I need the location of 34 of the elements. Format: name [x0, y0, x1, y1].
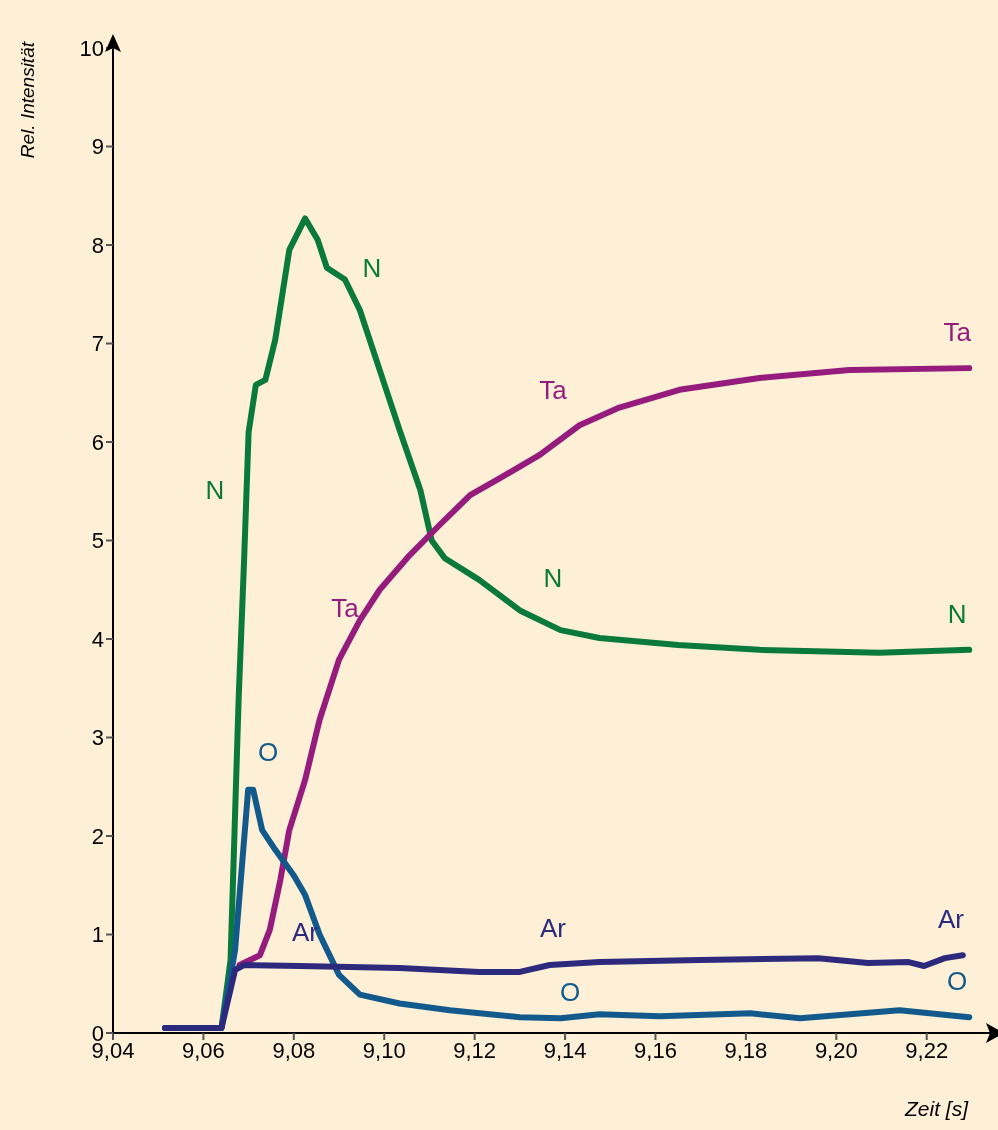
x-tick-label: 9,06: [182, 1037, 225, 1063]
series-label: N: [947, 598, 967, 629]
annotation: N: [205, 475, 225, 505]
y-tick-label: 6: [91, 429, 104, 455]
annotation: Ta: [331, 593, 360, 623]
series-label: O: [947, 966, 968, 997]
y-tick-label: 4: [91, 626, 104, 652]
x-tick-label: 9,20: [814, 1037, 858, 1063]
y-tick-label: 1: [91, 922, 104, 948]
annotation: Ar: [292, 917, 319, 947]
x-tick-label: 9,08: [272, 1037, 316, 1063]
annotation: Ta: [539, 375, 568, 405]
y-tick-label: 9: [91, 134, 104, 160]
x-tick-label: 9,12: [453, 1037, 497, 1063]
y-tick-label: 2: [91, 823, 104, 849]
y-tick-label: 3: [91, 725, 104, 751]
x-axis-title: Zeit [s]: [903, 1097, 970, 1120]
series-label: Ta: [943, 317, 972, 348]
x-tick-label: 9,10: [362, 1037, 406, 1063]
annotation: N: [543, 563, 563, 593]
y-tick-label: 10: [79, 35, 104, 61]
y-axis-title: Rel. Intensität: [17, 41, 38, 159]
x-tick-label: 9,18: [724, 1037, 768, 1063]
x-tick-label: 9,16: [634, 1037, 677, 1063]
annotation: N: [362, 253, 382, 283]
annotation: O: [559, 977, 581, 1007]
y-tick-label: 7: [91, 331, 104, 357]
y-tick-label: 8: [91, 232, 104, 258]
y-tick-label: 5: [91, 528, 104, 554]
x-tick-label: 9,22: [905, 1037, 949, 1063]
annotation: Ar: [540, 913, 567, 943]
x-tick-label: 9,14: [543, 1037, 587, 1063]
annotation: O: [257, 737, 279, 767]
series-label: Ar: [937, 904, 965, 935]
